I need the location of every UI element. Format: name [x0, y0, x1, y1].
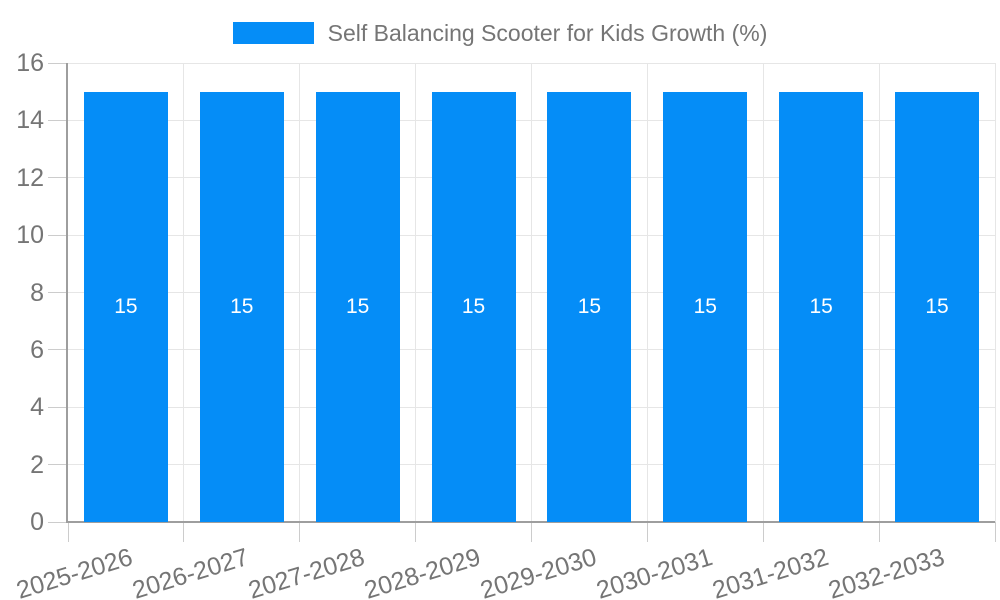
grid-line-vertical [878, 63, 880, 522]
bar-value-label: 15 [230, 294, 254, 318]
x-axis-tick [994, 522, 996, 542]
y-axis-tick-label: 14 [16, 106, 44, 135]
x-axis-tick [646, 522, 648, 542]
y-axis-tick [48, 234, 68, 236]
x-axis-tick [183, 522, 185, 542]
x-axis-tick [878, 522, 880, 542]
x-axis-tick-label: 2025-2026 [13, 543, 137, 600]
x-axis-tick-label: 2028-2029 [361, 543, 484, 600]
bar-2027-2028[interactable] [315, 91, 400, 522]
bar-value-label: 15 [114, 294, 138, 318]
y-axis-tick [48, 521, 68, 523]
y-axis-tick-label: 16 [16, 49, 44, 77]
y-axis-tick [48, 292, 68, 293]
y-axis-tick-label: 2 [30, 450, 44, 479]
y-axis-tick [48, 119, 68, 121]
y-axis-tick-label: 8 [30, 278, 44, 307]
x-axis-tick-label: 2032-2033 [824, 543, 948, 600]
y-axis-tick-label: 4 [30, 393, 44, 422]
bar-2032-2033[interactable] [895, 91, 980, 522]
y-axis-tick-label: 12 [16, 163, 44, 192]
y-axis-line [66, 63, 68, 522]
bar-value-label: 15 [577, 294, 602, 318]
grid-line-vertical [994, 63, 996, 522]
y-axis-tick [48, 62, 68, 64]
legend-swatch [232, 22, 314, 44]
bar-2025-2026[interactable] [83, 91, 168, 522]
bar-value-label: 15 [346, 294, 370, 318]
grid-line-vertical [531, 63, 532, 522]
x-axis-tick-label: 2027-2028 [245, 543, 368, 600]
x-axis-tick-label: 2029-2030 [477, 543, 600, 600]
x-axis-tick [67, 522, 69, 542]
x-axis-tick-label: 2030-2031 [592, 543, 716, 600]
x-axis-tick-label: 2031-2032 [708, 543, 832, 600]
bar-value-label: 15 [925, 294, 949, 318]
x-axis-tick [299, 522, 301, 542]
grid-line-vertical [183, 63, 185, 522]
grid-line-vertical [762, 63, 764, 522]
bar-2029-2030[interactable] [547, 91, 632, 522]
bar-value-label: 15 [809, 294, 833, 318]
bar-2031-2032[interactable] [779, 91, 864, 522]
y-axis-tick-label: 0 [30, 508, 44, 536]
bar-value-label: 15 [461, 294, 486, 318]
y-axis-tick [48, 464, 68, 466]
y-axis-tick-label: 6 [30, 335, 44, 364]
y-axis-tick [48, 406, 68, 408]
legend[interactable]: Self Balancing Scooter for Kids Growth (… [0, 21, 1000, 45]
grid-line-vertical [646, 63, 648, 522]
x-axis-tick [762, 522, 764, 542]
x-axis-tick [415, 522, 417, 542]
y-axis-tick [48, 349, 68, 351]
legend-label: Self Balancing Scooter for Kids Growth (… [327, 20, 768, 46]
y-axis-tick [48, 177, 68, 179]
bar-2028-2029[interactable] [431, 91, 516, 522]
grid-line-vertical [415, 63, 417, 522]
x-axis-tick [531, 522, 532, 542]
x-axis-tick-label: 2026-2027 [129, 543, 252, 600]
y-axis-tick-label: 10 [16, 221, 44, 250]
bar-2026-2027[interactable] [199, 91, 284, 522]
bar-2030-2031[interactable] [663, 91, 748, 522]
grid-line-vertical [299, 63, 301, 522]
bar-value-label: 15 [693, 294, 717, 318]
x-axis-line [66, 521, 995, 523]
